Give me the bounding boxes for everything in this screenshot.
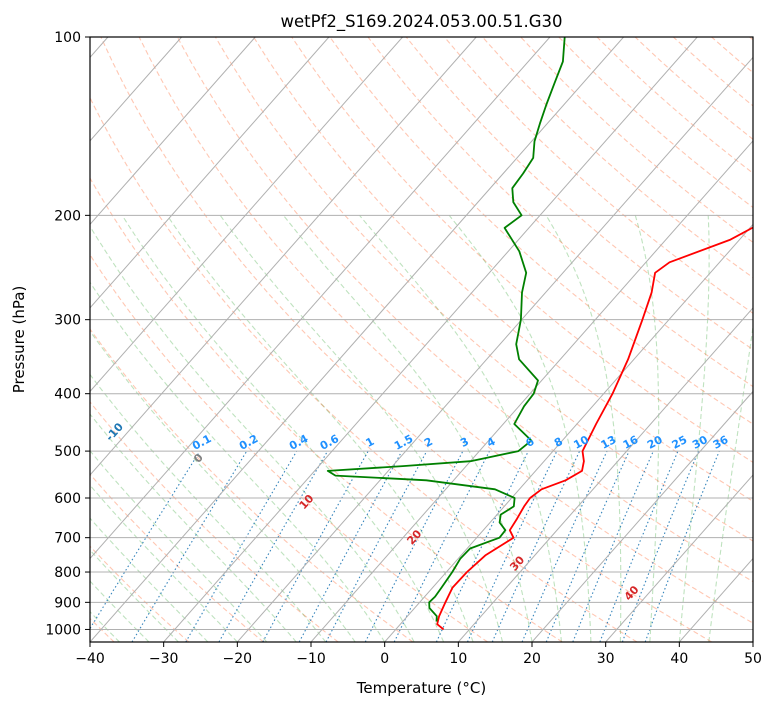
x-tick-label: −10	[296, 651, 326, 667]
x-tick-label: −30	[149, 651, 179, 667]
isotherm-gridline	[310, 140, 753, 642]
moist-adiabat-line	[90, 449, 268, 642]
x-tick-label: 10	[449, 651, 467, 667]
grid	[90, 37, 753, 642]
dry-adiabat-line	[90, 253, 488, 642]
moist-adiabat-line	[90, 484, 238, 642]
moist-adiabat-line	[90, 373, 327, 642]
dry-adiabat-line	[90, 401, 339, 642]
moist-adiabats	[90, 214, 753, 642]
mixing-ratio-line	[621, 450, 700, 642]
x-axis-ticks: −40 −30 −20 −10 0 10 20 30 40 50	[75, 642, 762, 667]
moist-adiabat-line	[90, 517, 209, 642]
x-tick-label: 30	[597, 651, 615, 667]
x-tick-label: 20	[523, 651, 541, 667]
moist-adiabat-line	[121, 215, 445, 642]
y-tick-label: 500	[54, 444, 81, 460]
moist-adiabat-line	[359, 214, 563, 642]
moist-adiabat-line	[90, 225, 415, 642]
mixing-ratio-line	[298, 450, 403, 642]
y-axis-label: Pressure (hPa)	[10, 286, 28, 394]
y-tick-label: 1000	[45, 622, 81, 638]
mixing-ratio-label: 30	[690, 433, 710, 452]
dry-adiabat-line	[90, 177, 563, 642]
mixing-ratio-line	[521, 450, 608, 642]
moist-adiabat-line	[90, 549, 179, 642]
isotherm-gridline	[90, 37, 477, 476]
y-tick-label: 300	[54, 313, 81, 329]
y-tick-label: 600	[54, 491, 81, 507]
dry-adiabat-line	[138, 37, 753, 624]
isotherm-gridline	[605, 474, 753, 642]
dewpoint-profile-line	[326, 37, 566, 622]
isotherm-gridline	[90, 37, 256, 226]
moist-adiabat-line	[219, 214, 504, 642]
x-axis-label: Temperature (°C)	[356, 679, 486, 697]
x-tick-label: 50	[744, 651, 762, 667]
x-tick-label: −40	[75, 651, 105, 667]
dry-adiabat-line	[253, 37, 753, 502]
temperature-profile-line	[436, 226, 753, 631]
mixing-ratio-label: 20	[645, 433, 665, 452]
mixing-ratio-line	[644, 450, 720, 642]
plot-area: -100-90-80-70-60-50-40-30-20-10010203040…	[90, 37, 753, 642]
mixing-ratio-label: 16	[621, 433, 641, 452]
isotherm-gridline	[531, 390, 753, 642]
dry-adiabat-line	[90, 96, 638, 642]
x-tick-label: 40	[670, 651, 688, 667]
moist-adiabat-line	[90, 413, 297, 642]
isotherm-gridline	[90, 37, 403, 393]
isotherm-gridline	[236, 56, 753, 642]
moist-adiabat-line	[90, 330, 356, 642]
chart-title: wetPf2_S169.2024.053.00.51.G30	[280, 12, 562, 32]
moist-adiabat-line	[90, 281, 386, 642]
y-tick-label: 100	[54, 30, 81, 46]
y-tick-label: 900	[54, 595, 81, 611]
mixing-ratio-label: 36	[711, 433, 731, 452]
moist-adiabat-line	[634, 215, 660, 642]
moist-adiabat-line	[282, 214, 533, 642]
mixing-ratio-line	[599, 450, 679, 642]
isotherm-gridline	[457, 307, 753, 642]
dry-adiabat-line	[90, 473, 264, 642]
y-axis-ticks: 100 200 300 400 500 600 700 800 900 1000	[45, 30, 90, 638]
moist-adiabat-line	[166, 214, 474, 642]
mixing-ratio-lines	[90, 450, 720, 642]
moist-adiabat-line	[708, 322, 753, 642]
moist-adiabat-line	[545, 215, 622, 642]
moist-adiabat-line	[678, 215, 710, 642]
dry-adiabat-line	[405, 37, 753, 351]
isotherm-gridline	[163, 37, 698, 642]
mixing-ratio-line	[90, 450, 201, 630]
mixing-ratio-line	[572, 450, 654, 642]
mixing-ratio-line	[262, 450, 369, 642]
y-tick-label: 400	[54, 387, 81, 403]
isotherm-gridline	[90, 37, 182, 142]
mixing-ratio-line	[393, 450, 490, 642]
profile-series	[326, 37, 753, 631]
isotherm-gridline	[90, 37, 551, 560]
dry-adiabat-line	[176, 37, 753, 583]
dry-adiabat-line	[443, 37, 753, 314]
x-tick-label: −20	[223, 651, 253, 667]
mixing-ratio-label: 25	[670, 433, 690, 452]
y-tick-label: 200	[54, 208, 81, 224]
moist-adiabat-line	[90, 580, 150, 642]
mixing-ratio-line	[325, 450, 428, 642]
isotherm-gridline	[90, 37, 330, 309]
dry-adiabat-line	[291, 37, 753, 463]
y-tick-label: 700	[54, 531, 81, 547]
mixing-ratio-line	[545, 450, 630, 642]
mixing-ratio-label: 10	[571, 433, 591, 452]
plot-frame	[89, 36, 754, 643]
y-tick-label: 800	[54, 565, 81, 581]
isotherm-gridline	[384, 223, 753, 642]
x-tick-label: 0	[380, 651, 389, 667]
mixing-ratio-label: 13	[599, 433, 619, 452]
